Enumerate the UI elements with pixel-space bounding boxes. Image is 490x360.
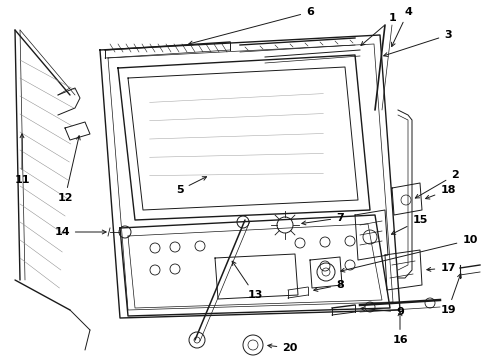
Text: 13: 13 [232,261,263,300]
Text: 8: 8 [314,280,344,291]
Text: 6: 6 [189,7,314,45]
Text: 4: 4 [392,7,412,46]
Text: 2: 2 [416,170,459,198]
Text: 18: 18 [426,185,456,199]
Text: 10: 10 [341,235,478,272]
Text: 3: 3 [384,30,452,57]
Text: 17: 17 [427,263,456,273]
Text: 16: 16 [392,312,408,345]
Text: 1: 1 [361,13,397,45]
Text: 15: 15 [392,215,428,234]
Text: 5: 5 [176,177,207,195]
Text: 19: 19 [440,274,461,315]
Text: 11: 11 [14,134,30,185]
Text: 7: 7 [302,213,344,225]
Text: 9: 9 [361,307,404,317]
Text: 14: 14 [54,227,106,237]
Text: 20: 20 [268,343,298,353]
Text: 12: 12 [57,136,80,203]
